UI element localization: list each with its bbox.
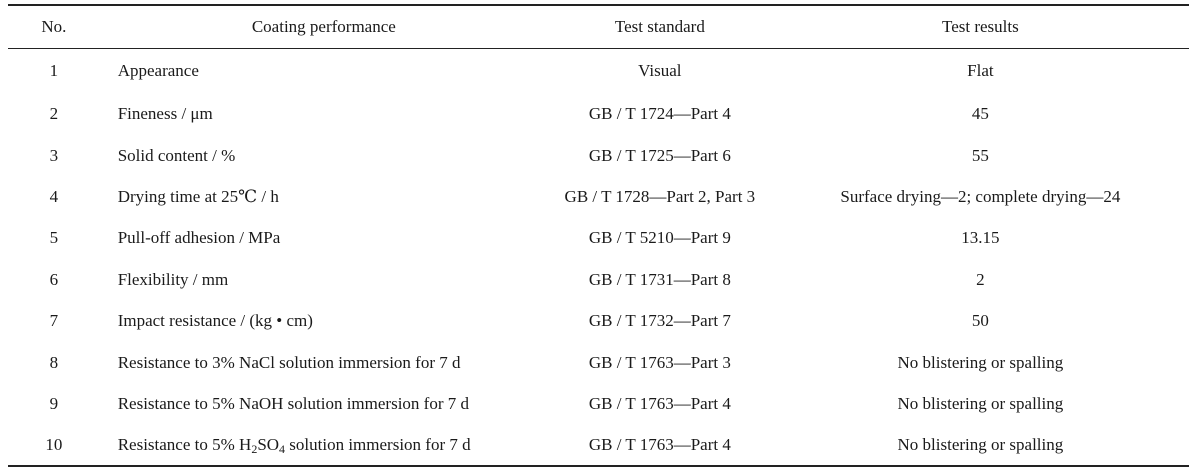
cell-result: 13.15 xyxy=(961,228,1000,248)
cell-standard: GB / T 1732—Part 7 xyxy=(588,311,731,331)
cell-result: No blistering or spalling xyxy=(897,434,1064,454)
table-row: 5 Pull-off adhesion / MPa GB / T 5210—Pa… xyxy=(8,217,1189,258)
table-body: 1 Appearance Visual Flat 2 Fineness / μm… xyxy=(8,48,1189,466)
table-header: No. Coating performance Test standard Te… xyxy=(8,5,1189,48)
subscript-2: 2 xyxy=(251,441,258,456)
cell-no: 5 xyxy=(49,228,59,248)
cell-no: 1 xyxy=(49,61,59,81)
performance-text-suffix: solution immersion for 7 d xyxy=(285,434,471,454)
cell-result: 55 xyxy=(971,145,989,165)
table-row: 8 Resistance to 3% NaCl solution immersi… xyxy=(8,341,1189,382)
performance-text-mid: SO xyxy=(257,434,280,454)
cell-result: 45 xyxy=(971,104,989,124)
cell-standard: GB / T 5210—Part 9 xyxy=(588,228,731,248)
header-no: No. xyxy=(41,17,67,37)
table-row: 1 Appearance Visual Flat xyxy=(8,48,1189,93)
cell-result: Flat xyxy=(967,61,994,81)
cell-performance: Solid content / % xyxy=(117,145,236,165)
cell-standard: GB / T 1731—Part 8 xyxy=(588,269,731,289)
header-test-results: Test results xyxy=(942,17,1019,37)
cell-no: 4 xyxy=(49,186,59,206)
cell-result: No blistering or spalling xyxy=(897,352,1064,372)
cell-no: 7 xyxy=(49,311,59,331)
table-row: 2 Fineness / μm GB / T 1724—Part 4 45 xyxy=(8,93,1189,134)
subscript-4: 4 xyxy=(279,441,286,456)
header-row: No. Coating performance Test standard Te… xyxy=(8,5,1189,48)
cell-performance: Fineness / μm xyxy=(117,104,213,124)
cell-standard: GB / T 1763—Part 4 xyxy=(588,434,731,454)
cell-performance: Resistance to 5% H2SO4 solution immersio… xyxy=(100,424,548,465)
cell-standard: GB / T 1728—Part 2, Part 3 xyxy=(564,186,756,206)
cell-standard: GB / T 1763—Part 3 xyxy=(588,352,731,372)
cell-result: 50 xyxy=(971,311,989,331)
header-coating-performance: Coating performance xyxy=(251,17,396,37)
cell-no: 10 xyxy=(45,434,63,454)
cell-standard: GB / T 1763—Part 4 xyxy=(588,393,731,413)
cell-performance: Pull-off adhesion / MPa xyxy=(117,228,281,248)
cell-performance: Drying time at 25℃ / h xyxy=(117,186,279,206)
table-row: 9 Resistance to 5% NaOH solution immersi… xyxy=(8,383,1189,424)
cell-standard: Visual xyxy=(638,61,682,81)
performance-text-prefix: Resistance to 5% H xyxy=(117,434,252,454)
coating-performance-table-container: No. Coating performance Test standard Te… xyxy=(8,4,1189,467)
header-test-standard: Test standard xyxy=(614,17,705,37)
table-row: 10 Resistance to 5% H2SO4 solution immer… xyxy=(8,424,1189,466)
cell-result: Surface drying—2; complete drying—24 xyxy=(840,186,1121,206)
coating-performance-table: No. Coating performance Test standard Te… xyxy=(8,4,1189,467)
table-row: 4 Drying time at 25℃ / h GB / T 1728—Par… xyxy=(8,176,1189,217)
cell-performance: Flexibility / mm xyxy=(117,269,229,289)
cell-standard: GB / T 1725—Part 6 xyxy=(588,145,731,165)
cell-no: 9 xyxy=(49,393,59,413)
cell-no: 3 xyxy=(49,145,59,165)
cell-result: No blistering or spalling xyxy=(897,393,1064,413)
cell-no: 8 xyxy=(49,352,59,372)
cell-no: 6 xyxy=(49,269,59,289)
table-row: 6 Flexibility / mm GB / T 1731—Part 8 2 xyxy=(8,259,1189,300)
cell-no: 2 xyxy=(49,104,59,124)
cell-performance: Impact resistance / (kg • cm) xyxy=(117,311,313,331)
cell-performance: Resistance to 3% NaCl solution immersion… xyxy=(117,352,461,372)
cell-result: 2 xyxy=(976,269,985,289)
cell-performance: Appearance xyxy=(117,61,199,81)
cell-performance: Resistance to 5% NaOH solution immersion… xyxy=(117,393,469,413)
cell-standard: GB / T 1724—Part 4 xyxy=(588,104,731,124)
table-row: 7 Impact resistance / (kg • cm) GB / T 1… xyxy=(8,300,1189,341)
table-row: 3 Solid content / % GB / T 1725—Part 6 5… xyxy=(8,134,1189,175)
